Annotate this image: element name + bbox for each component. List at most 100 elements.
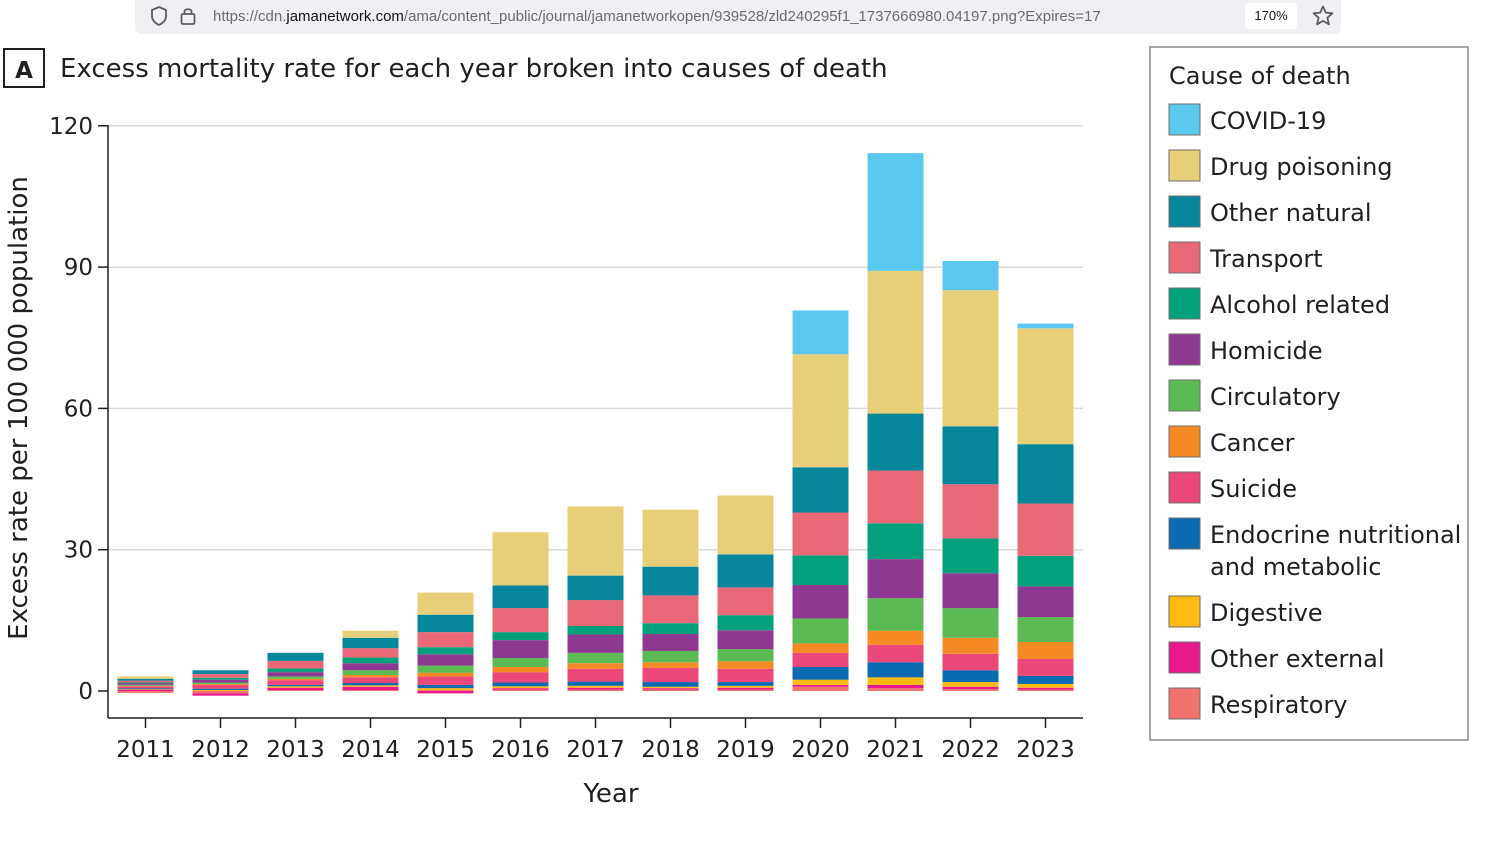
bar-2022-drug-poisoning xyxy=(942,290,999,427)
legend-label-endocrine-nutritional-and-metabolic-line2: and metabolic xyxy=(1210,553,1382,581)
bar-2014-transport xyxy=(342,648,399,658)
bar-2016-homicide xyxy=(492,640,549,659)
bar-2016-suicide xyxy=(492,672,549,683)
bar-2014-alcohol-related xyxy=(342,657,399,664)
bar-2020-cancer xyxy=(792,643,849,653)
bar-2020-respiratory xyxy=(792,686,849,691)
x-tick-label-2022: 2022 xyxy=(941,737,1000,763)
zoom-level-button[interactable]: 170% xyxy=(1245,3,1297,29)
lock-icon[interactable] xyxy=(179,5,197,27)
bar-2017-drug-poisoning xyxy=(567,506,624,576)
y-tick-labels: 0 30 60 90 120 xyxy=(49,114,108,705)
bar-2019-respiratory xyxy=(717,689,774,691)
bar-2011-transport xyxy=(117,680,174,683)
x-tick-label-2016: 2016 xyxy=(491,737,550,763)
bar-2017-suicide xyxy=(567,668,624,682)
bar-2014-homicide xyxy=(342,663,399,671)
legend-swatch-cancer xyxy=(1168,425,1201,458)
bar-2011-other-external xyxy=(117,689,174,691)
bar-2012-circulatory xyxy=(192,682,249,684)
bar-2012-suicide xyxy=(192,684,249,689)
bar-2018-homicide xyxy=(642,634,699,651)
bar-2022-suicide xyxy=(942,653,999,671)
panel-label-text: A xyxy=(15,58,33,84)
bar-2011-drug-poisoning xyxy=(117,676,174,679)
legend-swatch-digestive xyxy=(1168,595,1201,628)
bar-2017-other-natural xyxy=(567,575,624,601)
legend-swatch-other-natural xyxy=(1168,195,1201,228)
bar-2022-cancer xyxy=(942,637,999,654)
chart-title: Excess mortality rate for each year brok… xyxy=(60,54,888,84)
bar-2015-cancer xyxy=(417,672,474,677)
address-bar[interactable]: https://cdn.jamanetwork.com/ama/content_… xyxy=(135,0,1341,34)
bar-2019-drug-poisoning xyxy=(717,495,774,555)
url-prefix: https://cdn. xyxy=(213,8,287,25)
bar-2020-transport xyxy=(792,512,849,556)
legend-label-drug-poisoning: Drug poisoning xyxy=(1210,153,1393,181)
bar-2022-other-natural xyxy=(942,426,999,485)
bar-2018-suicide xyxy=(642,667,699,683)
bar-2013-other-natural xyxy=(267,652,324,661)
bar-2023-other-external xyxy=(1017,687,1074,690)
bar-2017-respiratory xyxy=(567,689,624,691)
bar-2015-respiratory xyxy=(417,690,474,691)
bar-2019-suicide xyxy=(717,668,774,683)
bar-2019-endocrine-nutritional-and-metabolic xyxy=(717,682,774,686)
legend-swatch-drug-poisoning xyxy=(1168,149,1201,182)
url-host: jamanetwork.com xyxy=(286,8,404,25)
bar-2017-digestive xyxy=(567,685,624,688)
bar-2012-transport xyxy=(192,674,249,678)
bar-2020-drug-poisoning xyxy=(792,354,849,468)
bar-2014-other-natural xyxy=(342,637,399,649)
bar-2022-alcohol-related xyxy=(942,538,999,574)
legend-label-circulatory: Circulatory xyxy=(1210,383,1341,411)
bar-2013-respiratory xyxy=(267,690,324,691)
bar-2023-suicide xyxy=(1017,658,1074,676)
bookmark-star-icon[interactable] xyxy=(1311,4,1335,28)
bar-2018-cancer xyxy=(642,662,699,668)
bar-2021-drug-poisoning xyxy=(867,270,924,414)
bar-2020-suicide xyxy=(792,652,849,667)
bar-2022-respiratory xyxy=(942,689,999,691)
bar-2013-transport xyxy=(267,660,324,669)
bar-2014-suicide xyxy=(342,677,399,683)
bar-2019-alcohol-related xyxy=(717,615,774,631)
legend-box xyxy=(1149,46,1469,741)
x-tick-labels: 2011 2012 2013 2014 2015 2016 2017 2018 2019 2020… xyxy=(116,718,1075,763)
legend-swatch-circulatory xyxy=(1168,379,1201,412)
bar-2017-homicide xyxy=(567,634,624,653)
url-path: /ama/content_public/journal/jamanetworko… xyxy=(403,8,1101,25)
bar-2021-cancer xyxy=(867,630,924,645)
bar-2016-cancer xyxy=(492,666,549,673)
shield-icon[interactable] xyxy=(149,5,169,27)
x-tick-label-2017: 2017 xyxy=(566,737,625,763)
y-tick-label-60: 60 xyxy=(64,396,93,422)
bar-2017-circulatory xyxy=(567,652,624,664)
y-tick-label-120: 120 xyxy=(49,114,93,140)
bar-2021-homicide xyxy=(867,559,924,599)
bar-2023-respiratory xyxy=(1017,689,1074,691)
bar-2023-circulatory xyxy=(1017,617,1074,643)
legend-label-respiratory: Respiratory xyxy=(1210,691,1348,719)
gridlines xyxy=(108,125,1083,551)
bar-2022-other-external xyxy=(942,686,999,690)
legend-swatch-endocrine-nutritional-and-metabolic xyxy=(1168,517,1201,550)
bar-2011-suicide xyxy=(117,686,174,689)
legend-label-other-external: Other external xyxy=(1210,645,1385,673)
legend-title: Cause of death xyxy=(1169,62,1351,90)
bar-2015-endocrine-nutritional-and-metabolic xyxy=(417,684,474,689)
bar-2012-digestive xyxy=(192,690,249,691)
bar-2019-digestive xyxy=(717,685,774,688)
bar-2014-cancer xyxy=(342,674,399,678)
bar-2017-endocrine-nutritional-and-metabolic xyxy=(567,681,624,686)
bar-2016-drug-poisoning xyxy=(492,532,549,586)
bar-2021-circulatory xyxy=(867,598,924,631)
bar-2015-other-external xyxy=(417,691,474,694)
legend-label-cancer: Cancer xyxy=(1210,429,1295,457)
bar-2016-transport xyxy=(492,608,549,633)
bar-2012-endocrine-nutritional-and-metabolic xyxy=(192,688,249,691)
legend-label-homicide: Homicide xyxy=(1210,337,1323,365)
bar-2013-cancer xyxy=(267,678,324,681)
panel-label: A xyxy=(3,48,45,88)
url-text[interactable]: https://cdn.jamanetwork.com/ama/content_… xyxy=(213,8,1228,28)
